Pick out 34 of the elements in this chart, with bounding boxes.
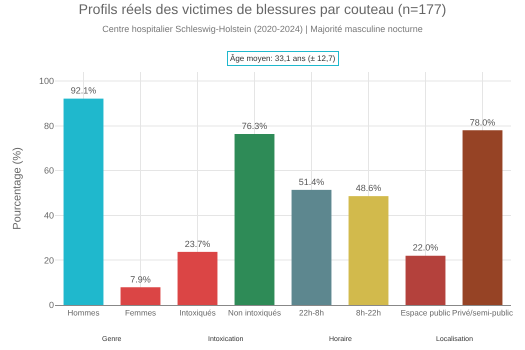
y-tick-label: 40 [44, 210, 54, 221]
data-label: 23.7% [184, 238, 210, 249]
x-tick-label: Femmes [124, 308, 156, 318]
bar [462, 130, 502, 305]
chart-title: Profils réels des victimes de blessures par couteau (n=177) [78, 1, 446, 17]
bar [234, 134, 274, 305]
x-tick-label: Non intoxiqués [228, 308, 281, 318]
y-tick-label: 80 [44, 120, 54, 131]
x-tick-label: Privé/semi-public [452, 308, 513, 318]
data-label: 22.0% [412, 242, 438, 253]
y-tick-label: 100 [38, 76, 54, 86]
chart-subtitle: Centre hospitalier Schleswig-Holstein (2020-2024) | Majorité masculine nocturne [102, 24, 423, 34]
x-tick-label: 22h-8h [299, 308, 324, 318]
data-label: 92.1% [70, 86, 96, 96]
y-axis-title: Pourcentage (%) [12, 147, 24, 230]
bar [120, 287, 160, 305]
x-tick-label: Espace public [400, 308, 450, 318]
bar [406, 256, 446, 305]
bar [348, 196, 388, 305]
y-tick-label: 60 [44, 166, 54, 176]
y-tick-label: 20 [44, 255, 54, 266]
bar [292, 190, 332, 305]
x-tick-label: 8h-22h [356, 308, 381, 318]
x-tick-label: Hommes [67, 308, 100, 318]
bar [64, 98, 104, 305]
text: Âge moyen: 33,1 ans (± 12,7) [230, 54, 336, 63]
data-label: 76.3% [242, 121, 268, 132]
data-label: 51.4% [298, 176, 324, 187]
data-label: 7.9% [130, 274, 151, 284]
x-tick-label: Intoxiqués [179, 308, 216, 318]
data-label: 78.0% [470, 117, 496, 128]
bar [178, 252, 218, 305]
y-tick-label: 0 [48, 300, 54, 310]
data-label: 48.6% [356, 183, 382, 194]
